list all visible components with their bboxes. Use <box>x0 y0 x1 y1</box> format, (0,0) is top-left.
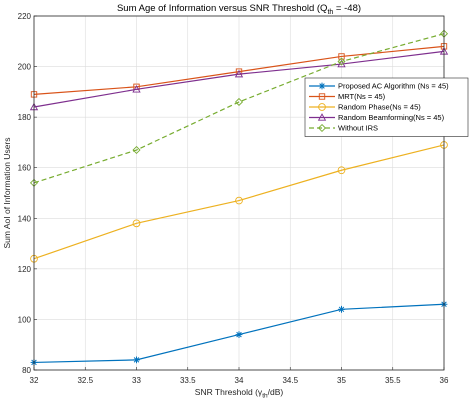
data-point <box>234 69 244 78</box>
x-tick-label: 34.5 <box>282 376 298 385</box>
legend-marker <box>318 103 326 111</box>
legend-label: MRT(Ns = 45) <box>338 92 386 101</box>
x-tick-label: 34 <box>235 376 244 385</box>
legend-item: MRT(Ns = 45) <box>309 92 386 101</box>
x-tick-label: 33 <box>132 376 141 385</box>
x-tick-labels: 32 32.5 33 33.5 34 34.5 35 35.5 36 <box>30 376 449 385</box>
data-point <box>235 331 243 338</box>
series-layer <box>29 29 449 366</box>
x-tick-label: 33.5 <box>180 376 196 385</box>
y-tick-label: 180 <box>18 113 32 122</box>
series-line <box>33 50 445 108</box>
chart-title: Sum Age of Information versus SNR Thresh… <box>117 3 361 16</box>
legend-item: Random Beamforming(Ns = 45) <box>309 113 445 122</box>
y-axis-label: Sum AoI of Information Users <box>2 137 12 248</box>
plot-frame <box>33 15 445 371</box>
data-point <box>234 97 244 107</box>
x-tick-label: 32.5 <box>77 376 93 385</box>
series-line <box>33 144 445 260</box>
x-tick-label: 36 <box>440 376 449 385</box>
legend-label: Random Beamforming(Ns = 45) <box>338 113 445 122</box>
legend-item: Without IRS <box>309 124 378 133</box>
legend-item: Proposed AC Algorithm (Ns = 45) <box>309 82 449 91</box>
legend-marker <box>318 82 326 90</box>
data-point <box>235 196 243 205</box>
y-tick-labels: 80 100 120 140 160 180 200 220 <box>18 12 32 375</box>
y-tick-label: 220 <box>18 12 32 21</box>
y-tick-label: 80 <box>22 366 31 375</box>
data-point <box>132 85 141 93</box>
legend-marker <box>317 113 327 121</box>
x-tick-label: 35.5 <box>385 376 401 385</box>
legend-marker <box>318 93 326 100</box>
legend-label: Without IRS <box>338 124 378 133</box>
data-point <box>133 356 140 364</box>
data-point <box>338 53 345 60</box>
legend-label: Random Phase(Ns = 45) <box>338 103 421 112</box>
y-tick-label: 140 <box>18 214 32 223</box>
data-point <box>337 57 346 66</box>
x-tick-label: 35 <box>337 376 346 385</box>
series-line <box>33 33 445 184</box>
data-point <box>337 166 346 175</box>
y-tick-label: 100 <box>18 315 32 324</box>
legend: Proposed AC Algorithm (Ns = 45)MRT(Ns = … <box>304 77 469 137</box>
legend-item: Random Phase(Ns = 45) <box>309 103 421 112</box>
legend-marker <box>317 123 327 133</box>
x-axis-label: SNR Threshold (γth/dB) <box>195 387 284 400</box>
data-point <box>338 305 345 313</box>
data-point <box>132 145 141 155</box>
data-point <box>132 219 141 228</box>
legend-label: Proposed AC Algorithm (Ns = 45) <box>338 82 449 91</box>
x-tick-label: 32 <box>30 376 39 385</box>
y-tick-label: 120 <box>18 265 32 274</box>
series-0 <box>30 300 448 366</box>
y-tick-label: 200 <box>18 63 32 72</box>
y-tick-label: 160 <box>18 164 32 173</box>
